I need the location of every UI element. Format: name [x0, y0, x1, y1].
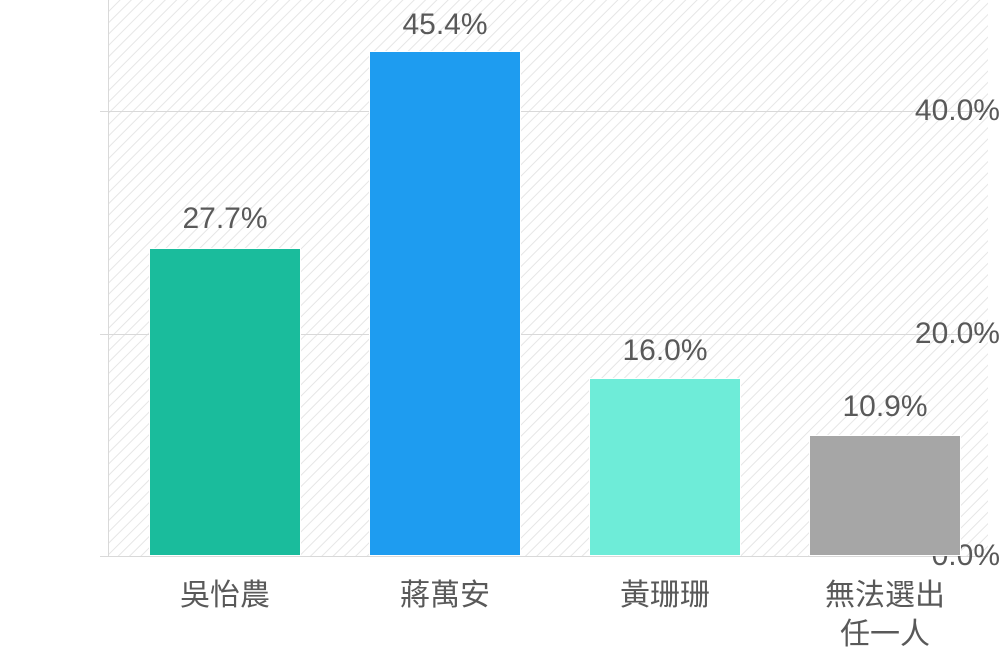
x-tick-label: 吳怡農	[125, 576, 325, 615]
bar	[589, 378, 741, 556]
gridline	[108, 111, 988, 112]
bar	[149, 248, 301, 556]
x-tick-label: 無法選出 任一人	[785, 576, 985, 654]
data-label: 16.0%	[565, 334, 765, 368]
bar	[809, 435, 961, 556]
y-tick-mark	[100, 334, 108, 335]
bar	[369, 51, 521, 556]
y-axis-line	[108, 0, 109, 556]
y-tick-mark	[100, 111, 108, 112]
data-label: 45.4%	[345, 8, 545, 42]
data-label: 27.7%	[125, 202, 325, 236]
y-tick-mark	[100, 556, 108, 557]
y-tick-label: 40.0%	[910, 94, 1000, 128]
data-label: 10.9%	[785, 390, 985, 424]
x-tick-label: 黃珊珊	[565, 576, 765, 615]
x-axis-line	[108, 556, 988, 557]
bar-chart: 0.0% 20.0% 40.0% 27.7% 45.4% 16.0% 10.9%…	[0, 0, 1000, 667]
y-tick-label: 20.0%	[910, 317, 1000, 351]
x-tick-label: 蔣萬安	[345, 576, 545, 615]
